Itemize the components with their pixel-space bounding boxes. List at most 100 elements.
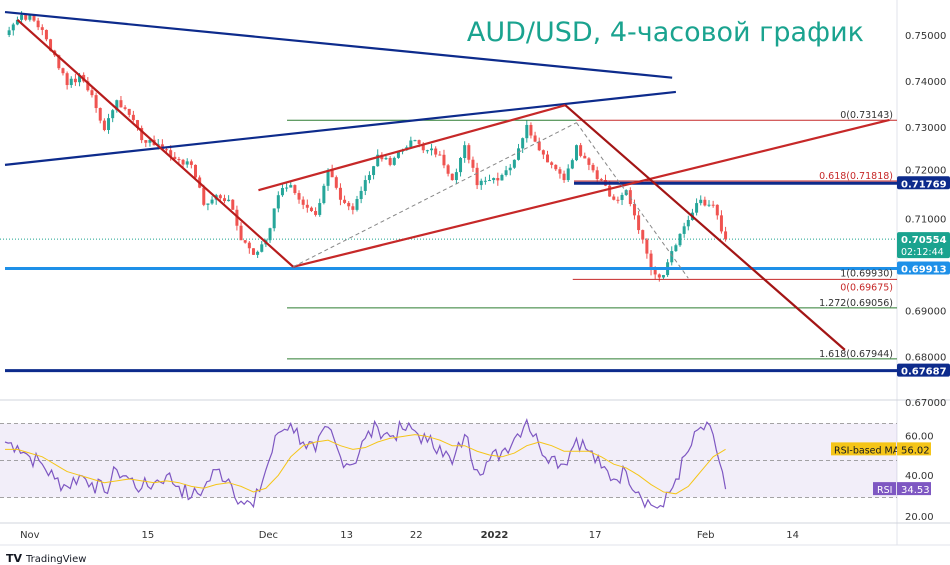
candle-body — [107, 118, 111, 131]
candle-body — [434, 148, 438, 155]
candle-body — [11, 24, 15, 31]
tradingview-logo[interactable]: TV TradingView — [6, 552, 86, 565]
countdown-timer: 02:12:44 — [901, 247, 944, 258]
candle-body — [492, 178, 496, 181]
time-tick-label: 17 — [589, 530, 602, 541]
candle-body — [661, 275, 665, 278]
support-price-box — [897, 261, 950, 275]
candle-body — [479, 180, 483, 186]
candle-body — [36, 20, 40, 28]
candle-body — [247, 242, 251, 249]
candle-body — [699, 199, 703, 204]
rsi-ma-label-box — [831, 442, 896, 456]
candle-body — [421, 143, 425, 151]
candle-body — [438, 154, 442, 156]
candle-body — [239, 225, 243, 241]
fib-label: 1.618(0.67944) — [819, 349, 893, 360]
candle-body — [293, 185, 297, 194]
candle-body — [285, 187, 289, 189]
candle-body — [521, 138, 525, 149]
price-tick-label: 0.72000 — [905, 165, 946, 176]
time-tick-label: 2022 — [481, 530, 509, 541]
candle-body — [367, 175, 371, 181]
candle-body — [165, 149, 169, 151]
candle-body — [396, 151, 400, 158]
support-low-price-box-text: 0.67687 — [901, 367, 947, 378]
candle-body — [136, 120, 140, 128]
candle-body — [305, 204, 309, 208]
candle-body — [347, 202, 351, 207]
candle-body — [384, 158, 388, 160]
candle-body — [595, 170, 599, 180]
rsi-label-box — [873, 482, 896, 496]
candle-body — [123, 107, 127, 109]
rsi-tick-label: 60.00 — [905, 431, 934, 442]
candle-body — [517, 148, 521, 160]
trendline-blue-upper-descending — [4, 10, 673, 79]
price-tick-label: 0.73000 — [905, 123, 946, 134]
rsi-label: RSI — [877, 485, 892, 496]
candle-body — [61, 68, 65, 74]
candle-body — [363, 180, 367, 191]
time-tick-label: 13 — [340, 530, 353, 541]
chart-title: AUD/USD, 4-часовой график — [467, 17, 864, 48]
candle-body — [322, 185, 326, 204]
candle-body — [338, 187, 342, 200]
trendline-red-descending-main — [16, 19, 294, 268]
candle-body — [260, 244, 264, 252]
candle-body — [115, 100, 119, 111]
candle-body — [504, 170, 508, 175]
time-tick-label: Nov — [20, 530, 40, 541]
price-tick-label: 0.74000 — [905, 77, 946, 88]
candle-body — [90, 90, 94, 96]
candle-body — [140, 127, 144, 141]
current-price-box-text: 0.70554 — [901, 235, 947, 246]
candle-body — [20, 14, 24, 20]
candle-body — [616, 199, 620, 201]
trendline-fib-dashed-down — [576, 122, 689, 279]
candle-body — [645, 239, 649, 254]
candle-body — [430, 148, 434, 151]
candle-body — [546, 154, 550, 163]
candle-body — [392, 157, 396, 165]
candle-body — [69, 78, 73, 86]
candle-body — [309, 207, 313, 212]
candle-body — [251, 248, 255, 255]
candle-body — [703, 199, 707, 206]
candle-body — [355, 199, 359, 210]
candle-body — [570, 160, 574, 169]
candle-body — [24, 14, 28, 20]
trendline-red-channel-upper — [258, 104, 566, 192]
candle-body — [686, 219, 690, 227]
candle-body — [73, 78, 77, 83]
time-tick-label: 14 — [786, 530, 799, 541]
candle-body — [579, 145, 583, 156]
candle-body — [612, 196, 616, 200]
candle-body — [351, 206, 355, 210]
time-tick-label: Dec — [259, 530, 278, 541]
candle-body — [98, 108, 102, 121]
resistance-price-box-text: 0.71769 — [901, 179, 947, 190]
candle-body — [608, 185, 612, 197]
candle-body — [425, 150, 429, 152]
candle-body — [301, 199, 305, 205]
candle-body — [222, 198, 226, 202]
candle-body — [711, 204, 715, 206]
candle-body — [49, 39, 53, 51]
rsi-ma-value: 56.02 — [901, 445, 930, 456]
candle-body — [678, 233, 682, 246]
candle-body — [318, 203, 322, 215]
candle-body — [670, 251, 674, 263]
candle-body — [488, 180, 492, 182]
candle-body — [334, 177, 338, 188]
trendline-red-descending-recent — [564, 104, 846, 351]
trendline-red-channel-lower — [292, 118, 890, 268]
candle-body — [657, 274, 661, 278]
candle-body — [65, 73, 69, 86]
price-tick-label: 0.67000 — [905, 398, 946, 409]
candle-body — [450, 173, 454, 181]
candle-body — [475, 167, 479, 186]
candle-body — [583, 155, 587, 159]
